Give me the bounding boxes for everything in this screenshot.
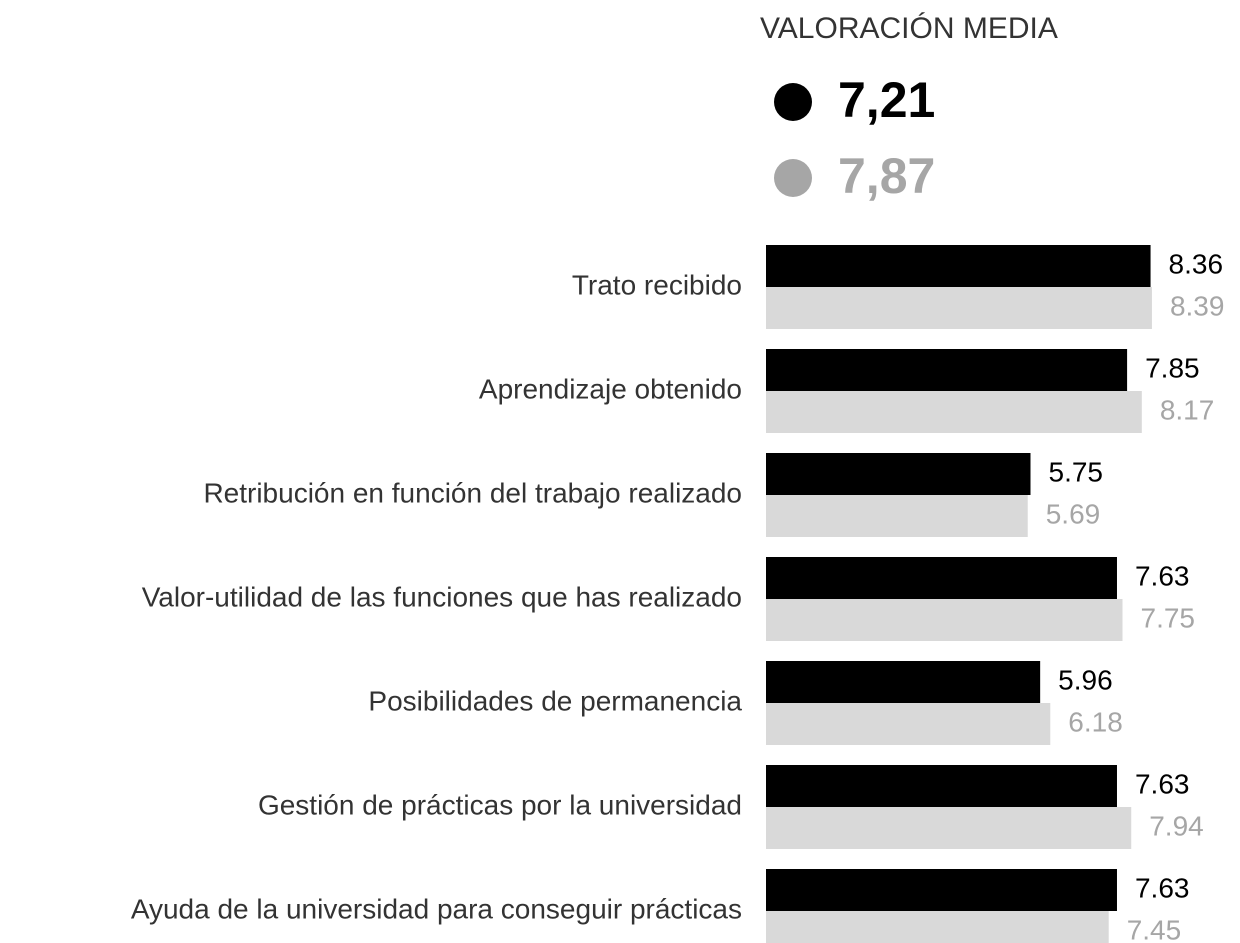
value-label: 5.96 (1058, 664, 1113, 695)
value-label: 5.69 (1046, 498, 1101, 529)
value-label: 7.85 (1145, 352, 1200, 383)
category-label: Valor-utilidad de las funciones que has … (142, 581, 742, 612)
bar (766, 599, 1123, 641)
value-label: 5.75 (1049, 456, 1104, 487)
bar (766, 869, 1117, 911)
bar (766, 245, 1151, 287)
category-label: Ayuda de la universidad para conseguir p… (131, 893, 742, 924)
bar (766, 453, 1031, 495)
bar (766, 765, 1117, 807)
legend-label: 7,21 (838, 72, 935, 128)
bar (766, 661, 1041, 703)
value-label: 7.63 (1135, 768, 1190, 799)
value-label: 7.94 (1149, 810, 1204, 841)
bar (766, 495, 1028, 537)
category-label: Gestión de prácticas por la universidad (258, 789, 742, 820)
bar (766, 391, 1142, 433)
chart-title: VALORACIÓN MEDIA (760, 12, 1058, 45)
category-label: Aprendizaje obtenido (479, 373, 742, 404)
value-label: 7.63 (1135, 872, 1190, 903)
value-label: 8.17 (1160, 394, 1215, 425)
bar (766, 807, 1132, 849)
value-label: 6.18 (1068, 706, 1123, 737)
value-label: 7.63 (1135, 560, 1190, 591)
legend-marker (774, 159, 812, 197)
legend-marker (774, 83, 812, 121)
legend-label: 7,87 (838, 148, 935, 204)
value-label: 7.45 (1127, 914, 1182, 943)
bar (766, 287, 1152, 329)
value-label: 8.36 (1169, 248, 1224, 279)
bar (766, 911, 1109, 943)
value-label: 8.39 (1170, 290, 1225, 321)
bar (766, 703, 1051, 745)
category-label: Posibilidades de permanencia (368, 685, 742, 716)
value-label: 7.75 (1141, 602, 1196, 633)
category-label: Trato recibido (572, 269, 742, 300)
bar (766, 349, 1128, 391)
bar (766, 557, 1117, 599)
category-label: Retribución en función del trabajo reali… (203, 477, 742, 508)
